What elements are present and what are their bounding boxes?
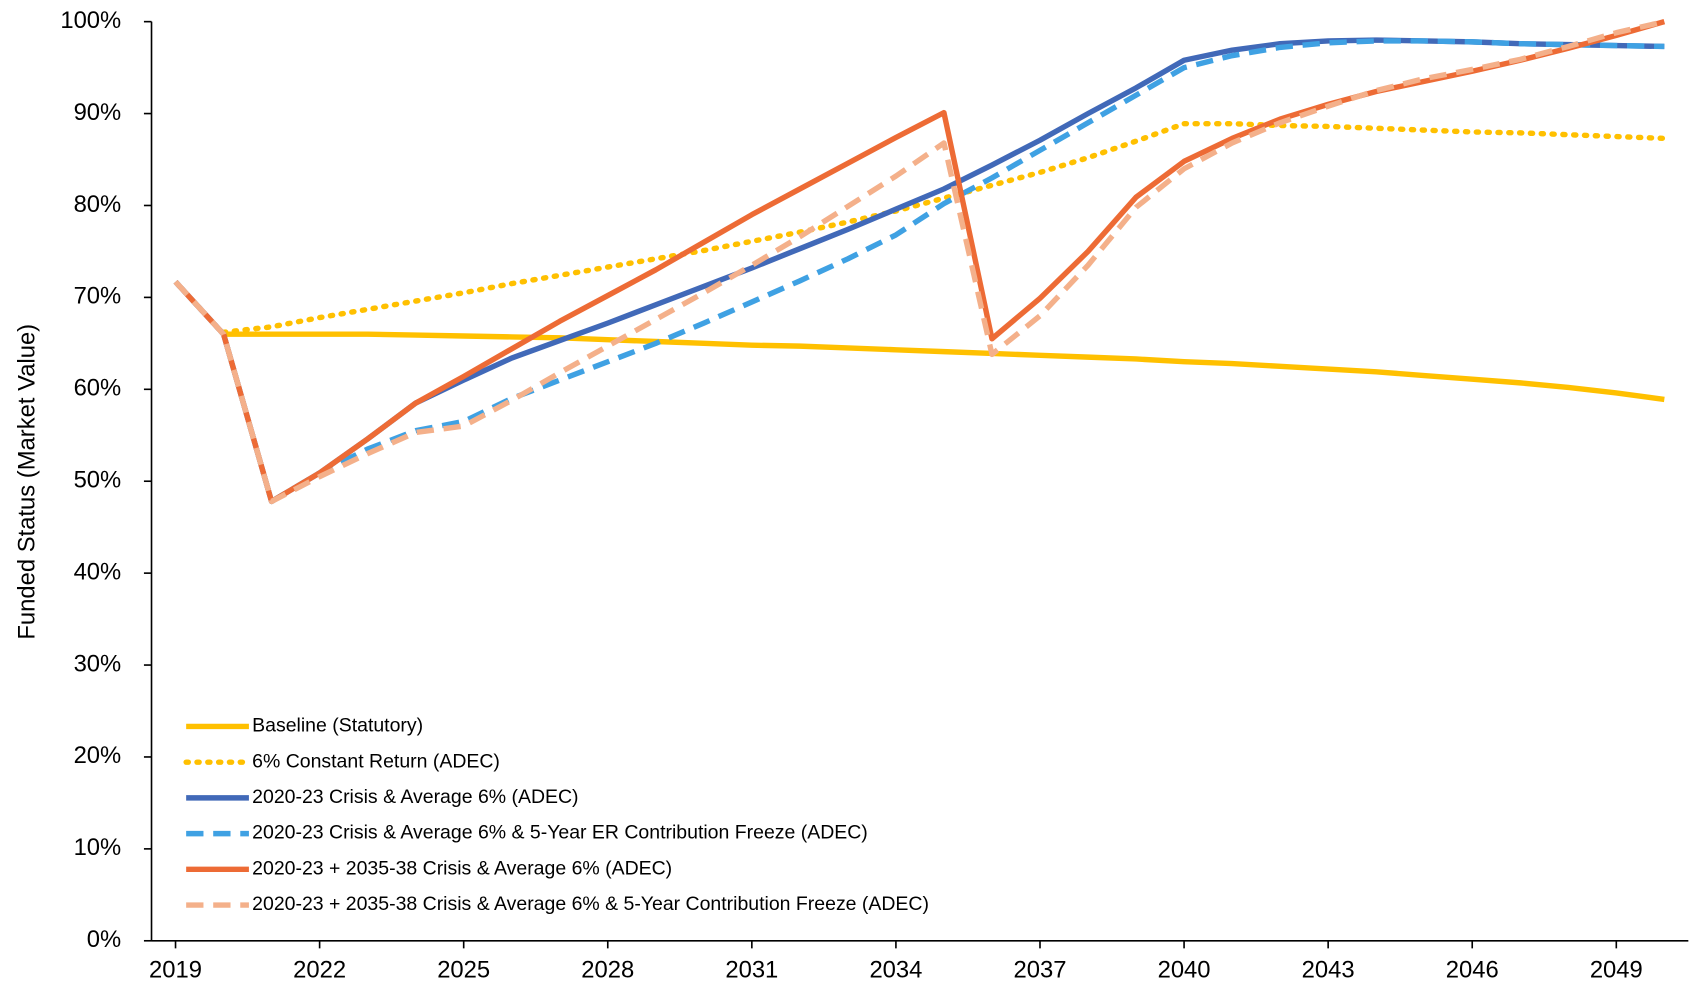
x-tick-label: 2025: [437, 956, 490, 983]
y-tick-label: 20%: [74, 742, 122, 769]
x-tick-label: 2043: [1302, 956, 1355, 983]
series-line: [220, 120, 1668, 336]
legend-label: 2020-23 + 2035-38 Crisis & Average 6% (A…: [252, 857, 672, 879]
x-tick-label: 2034: [869, 956, 922, 983]
y-tick-label: 50%: [74, 467, 122, 494]
legend-label: 2020-23 Crisis & Average 6% & 5-Year ER …: [252, 822, 868, 844]
y-tick-label: 100%: [60, 7, 121, 34]
y-tick-label: 90%: [74, 99, 122, 126]
x-tick-label: 2046: [1446, 956, 1499, 983]
series-line: [223, 331, 1665, 403]
y-axis-label: Funded Status (Market Value): [13, 324, 40, 640]
y-tick-label: 70%: [74, 283, 122, 310]
x-tick-label: 2040: [1158, 956, 1211, 983]
x-tick-label: 2028: [581, 956, 634, 983]
y-tick-label: 80%: [74, 191, 122, 218]
series-line: [173, 19, 1665, 505]
x-tick-label: 2019: [149, 956, 202, 983]
legend-label: 2020-23 Crisis & Average 6% (ADEC): [252, 786, 578, 808]
series-line: [173, 38, 1665, 505]
x-tick-label: 2022: [293, 956, 346, 983]
series-line: [173, 37, 1665, 505]
series-line: [173, 19, 1666, 505]
y-tick-label: 60%: [74, 375, 122, 402]
x-tick-label: 2031: [725, 956, 778, 983]
legend-label: Baseline (Statutory): [252, 715, 423, 737]
y-tick-label: 40%: [74, 558, 122, 585]
legend-label: 6% Constant Return (ADEC): [252, 750, 500, 772]
x-tick-label: 2049: [1590, 956, 1643, 983]
legend-label: 2020-23 + 2035-38 Crisis & Average 6% & …: [252, 893, 929, 915]
x-tick-label: 2037: [1014, 956, 1067, 983]
y-tick-label: 30%: [74, 650, 122, 677]
legend-background: [173, 670, 1039, 925]
y-tick-label: 10%: [74, 834, 122, 861]
y-tick-label: 0%: [87, 926, 121, 953]
